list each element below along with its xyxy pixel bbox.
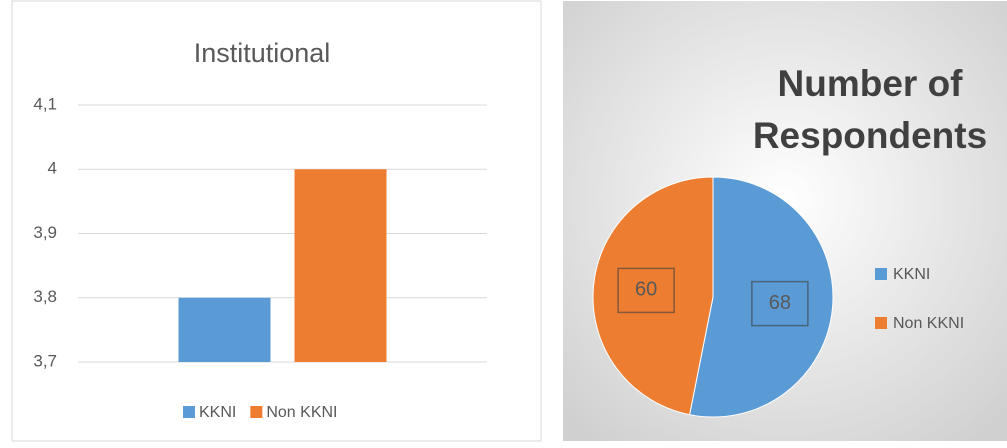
legend-label: KKNI [893, 266, 930, 283]
legend-label: Non KKNI [893, 315, 964, 332]
legend-swatch [875, 268, 887, 280]
y-tick-label: 3,8 [33, 287, 57, 306]
legend-swatch [250, 406, 263, 418]
bar [294, 169, 387, 362]
pie-slice [689, 176, 834, 418]
pie-chart-title: Number of Respondents [752, 63, 988, 156]
data-label: 68 [769, 292, 791, 314]
pie-slice [592, 176, 714, 416]
legend-label: Non KKNI [266, 404, 337, 421]
bar-chart-title: Institutional [194, 38, 331, 68]
legend-swatch [183, 406, 195, 418]
legend-swatch [875, 317, 887, 329]
data-label-box [617, 267, 675, 314]
y-tick-label: 3,9 [33, 223, 57, 242]
y-tick-label: 4 [48, 159, 57, 178]
y-tick-label: 3,7 [33, 351, 57, 370]
legend-label: KKNI [199, 404, 236, 421]
data-label: 60 [635, 279, 657, 301]
bar [178, 297, 271, 362]
bar-chart-frame [11, 0, 542, 442]
y-tick-label: 4,1 [33, 94, 57, 113]
data-label-box [751, 280, 809, 327]
